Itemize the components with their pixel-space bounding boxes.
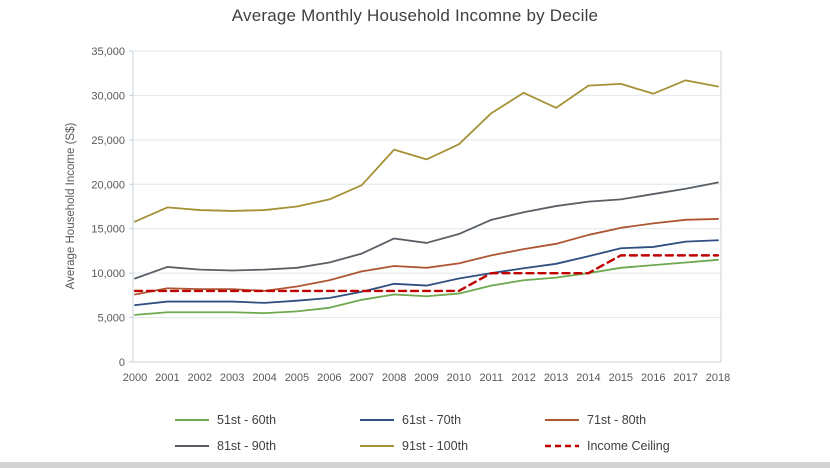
chart-legend: 51st - 60th 61st - 70th 71st - 80th 81st - … <box>163 409 718 457</box>
x-tick-label: 2009 <box>414 372 438 384</box>
x-tick-label: 2017 <box>673 372 697 384</box>
x-tick-label: 2001 <box>155 372 179 384</box>
series-line-income-ceiling <box>133 254 720 293</box>
x-tick-label: 2007 <box>349 372 373 384</box>
y-tick-label: 15,000 <box>91 224 125 236</box>
legend-item: 71st - 80th <box>533 409 718 431</box>
legend-swatch <box>175 419 209 421</box>
legend-label: 51st - 60th <box>217 413 277 427</box>
x-tick-label: 2004 <box>252 372 276 384</box>
x-tick-label: 2005 <box>285 372 309 384</box>
x-tick-label: 2013 <box>544 372 568 384</box>
series-line-71st-80th <box>134 218 719 296</box>
legend-label: 91st - 100th <box>402 439 469 453</box>
x-tick-label: 2002 <box>188 372 212 384</box>
legend-label: 61st - 70th <box>402 413 462 427</box>
x-tick-label: 2000 <box>123 372 147 384</box>
legend-label: 71st - 80th <box>587 413 647 427</box>
series-line-81st-90th <box>134 181 719 280</box>
x-tick-label: 2008 <box>382 372 406 384</box>
legend-item: Income Ceiling <box>533 435 718 457</box>
legend-item: 61st - 70th <box>348 409 533 431</box>
legend-swatch <box>545 444 579 448</box>
legend-swatch <box>360 419 394 421</box>
x-tick-label: 2011 <box>479 372 503 384</box>
legend-item: 51st - 60th <box>163 409 348 431</box>
x-tick-label: 2018 <box>706 372 730 384</box>
x-tick-label: 2016 <box>641 372 665 384</box>
x-tick-label: 2014 <box>576 372 600 384</box>
y-tick-label: 0 <box>119 357 125 369</box>
series-line-51st-60th <box>134 258 719 316</box>
legend-item: 81st - 90th <box>163 435 348 457</box>
legend-swatch <box>545 419 579 421</box>
y-tick-label: 20,000 <box>91 179 125 191</box>
legend-swatch <box>360 445 394 447</box>
x-tick-label: 2015 <box>609 372 633 384</box>
y-tick-label: 10,000 <box>91 268 125 280</box>
series-line-91st-100th <box>134 79 719 223</box>
y-tick-label: 25,000 <box>91 135 125 147</box>
y-tick-label: 35,000 <box>91 46 125 58</box>
x-tick-label: 2006 <box>317 372 341 384</box>
legend-item: 91st - 100th <box>348 435 533 457</box>
chart-title: Average Monthly Household Incomne by Dec… <box>231 6 599 25</box>
x-tick-label: 2010 <box>447 372 471 384</box>
legend-label: 81st - 90th <box>217 439 277 453</box>
legend-swatch <box>175 445 209 447</box>
y-tick-label: 30,000 <box>91 90 125 102</box>
bottom-letterbox <box>0 462 830 468</box>
legend-label: Income Ceiling <box>587 439 670 453</box>
series-line-61st-70th <box>134 239 719 307</box>
x-tick-label: 2012 <box>511 372 535 384</box>
y-tick-label: 5,000 <box>97 313 125 325</box>
x-tick-label: 2003 <box>220 372 244 384</box>
